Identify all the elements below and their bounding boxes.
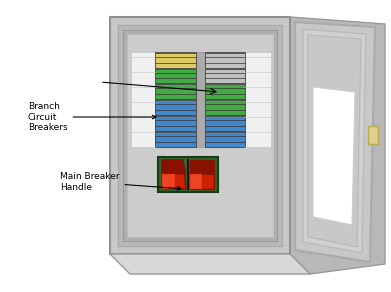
Polygon shape — [162, 160, 186, 189]
Polygon shape — [118, 25, 282, 246]
Polygon shape — [205, 52, 245, 68]
Polygon shape — [205, 115, 245, 131]
Polygon shape — [110, 254, 310, 274]
Polygon shape — [190, 160, 214, 174]
Polygon shape — [205, 68, 245, 83]
Polygon shape — [155, 52, 196, 68]
Polygon shape — [158, 157, 218, 192]
Polygon shape — [205, 131, 245, 147]
Text: Branch
Circuit
Breakers: Branch Circuit Breakers — [28, 102, 156, 132]
Polygon shape — [308, 35, 361, 247]
Polygon shape — [110, 17, 310, 37]
Polygon shape — [155, 115, 196, 131]
Polygon shape — [155, 99, 196, 115]
Polygon shape — [155, 131, 196, 147]
Polygon shape — [131, 52, 155, 147]
Polygon shape — [303, 29, 366, 253]
Polygon shape — [313, 87, 355, 225]
Polygon shape — [245, 52, 271, 147]
Polygon shape — [162, 174, 175, 189]
Polygon shape — [162, 160, 186, 174]
Polygon shape — [131, 52, 271, 147]
Polygon shape — [290, 17, 310, 274]
Polygon shape — [190, 160, 214, 189]
Polygon shape — [127, 34, 273, 237]
Bar — [368, 126, 378, 144]
Polygon shape — [110, 17, 290, 254]
Text: Main Breaker
Handle: Main Breaker Handle — [60, 172, 181, 192]
Polygon shape — [290, 17, 385, 274]
Polygon shape — [155, 83, 196, 99]
Polygon shape — [196, 52, 205, 147]
Polygon shape — [110, 17, 310, 37]
Polygon shape — [123, 30, 277, 241]
Polygon shape — [155, 68, 196, 83]
Polygon shape — [295, 22, 375, 262]
Polygon shape — [205, 83, 245, 99]
Polygon shape — [205, 99, 245, 115]
Polygon shape — [190, 174, 202, 189]
